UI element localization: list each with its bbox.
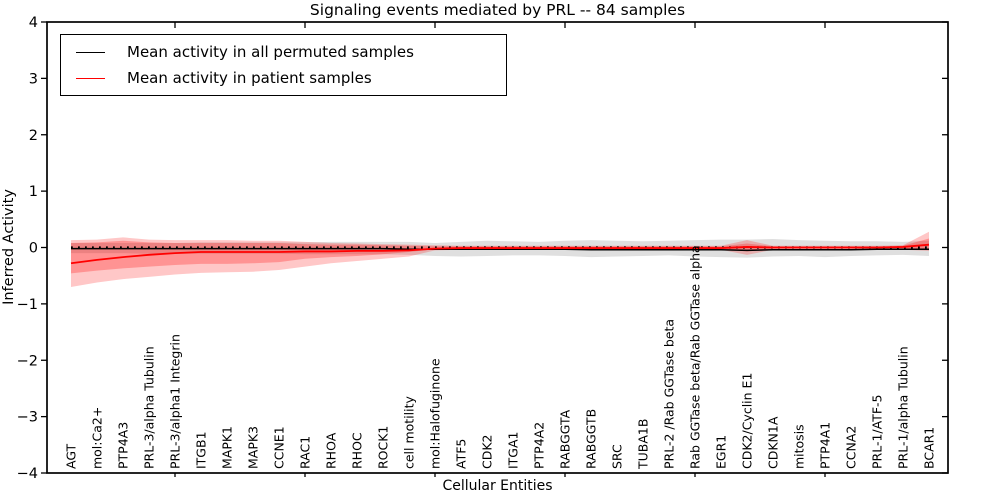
- patient-mean-line: [70, 243, 930, 265]
- x-tick-label: PTP4A3: [116, 422, 131, 469]
- x-tick-label: PRL-2 /Rab GGTase beta: [662, 319, 677, 469]
- x-tick-label: ITGB1: [194, 431, 209, 469]
- x-tick-label: PRL-1/alpha Tubulin: [896, 346, 911, 469]
- y-tick-label: −3: [17, 410, 38, 426]
- x-tick-label: PRL-3/alpha1 Integrin: [168, 334, 183, 469]
- x-tick-label: BCAR1: [922, 427, 937, 469]
- x-tick-label: PTP4A2: [532, 422, 547, 469]
- chart-title: Signaling events mediated by PRL -- 84 s…: [309, 1, 686, 19]
- x-tick-label: mitosis: [792, 424, 807, 469]
- y-tick-label: 1: [29, 184, 38, 200]
- permuted-mean-line: [71, 247, 929, 252]
- legend-label-patient: Mean activity in patient samples: [127, 69, 372, 87]
- y-tick-label: 0: [29, 241, 38, 257]
- x-tick-label: mol:Halofuginone: [428, 358, 443, 469]
- x-tick-label: PTP4A1: [818, 422, 833, 469]
- x-tick-label: EGR1: [714, 435, 729, 469]
- patient-line-swatch: [76, 77, 105, 79]
- legend-box: Mean activity in all permuted samples Me…: [60, 34, 507, 96]
- y-axis-label: Inferred Activity: [1, 189, 17, 305]
- x-tick-label: ITGA1: [506, 431, 521, 469]
- y-tick-label: −4: [17, 466, 38, 482]
- x-tick-label: RAC1: [298, 436, 313, 469]
- x-tick-label: RABGGTB: [584, 409, 599, 469]
- x-tick-label: CDK2/Cyclin E1: [740, 373, 755, 469]
- x-axis-label: Cellular Entities: [442, 478, 553, 494]
- x-tick-label: SRC: [610, 444, 625, 469]
- x-tick-label: RABGGTA: [558, 409, 573, 469]
- y-tick-label: 4: [29, 15, 38, 31]
- y-tick-label: −2: [17, 353, 38, 369]
- x-tick-label: MAPK1: [220, 426, 235, 469]
- y-tick-label: 2: [29, 128, 38, 144]
- x-tick-label: RHOC: [350, 432, 365, 469]
- permuted-line-swatch: [76, 51, 105, 53]
- y-tick-label: 3: [29, 71, 38, 87]
- legend-label-permuted: Mean activity in all permuted samples: [127, 43, 414, 61]
- x-tick-label: MAPK3: [246, 426, 261, 469]
- x-tick-label: PRL-3/alpha Tubulin: [142, 346, 157, 469]
- x-tick-label: CCNA2: [844, 426, 859, 469]
- x-tick-label: ATF5: [454, 439, 469, 469]
- x-tick-label: CDK2: [480, 434, 495, 469]
- x-tick-label: RHOA: [324, 432, 339, 469]
- x-tick-label: cell motility: [402, 395, 417, 469]
- x-tick-label: mol:Ca2+: [90, 407, 105, 469]
- y-tick-label: −1: [17, 297, 38, 313]
- band-patient-range-outer: [71, 231, 929, 287]
- x-tick-label: PRL-1/ATF-5: [870, 394, 885, 469]
- legend-entry-permuted: Mean activity in all permuted samples: [61, 43, 506, 61]
- x-tick-label: CDKN1A: [766, 416, 781, 469]
- x-tick-label: TUBA1B: [636, 419, 651, 470]
- x-tick-label: CCNE1: [272, 426, 287, 469]
- x-tick-label: AGT: [64, 443, 79, 469]
- legend-entry-patient: Mean activity in patient samples: [61, 69, 506, 87]
- x-tick-label: Rab GGTase beta/Rab GGTase alpha: [688, 245, 703, 469]
- x-tick-label: ROCK1: [376, 426, 391, 469]
